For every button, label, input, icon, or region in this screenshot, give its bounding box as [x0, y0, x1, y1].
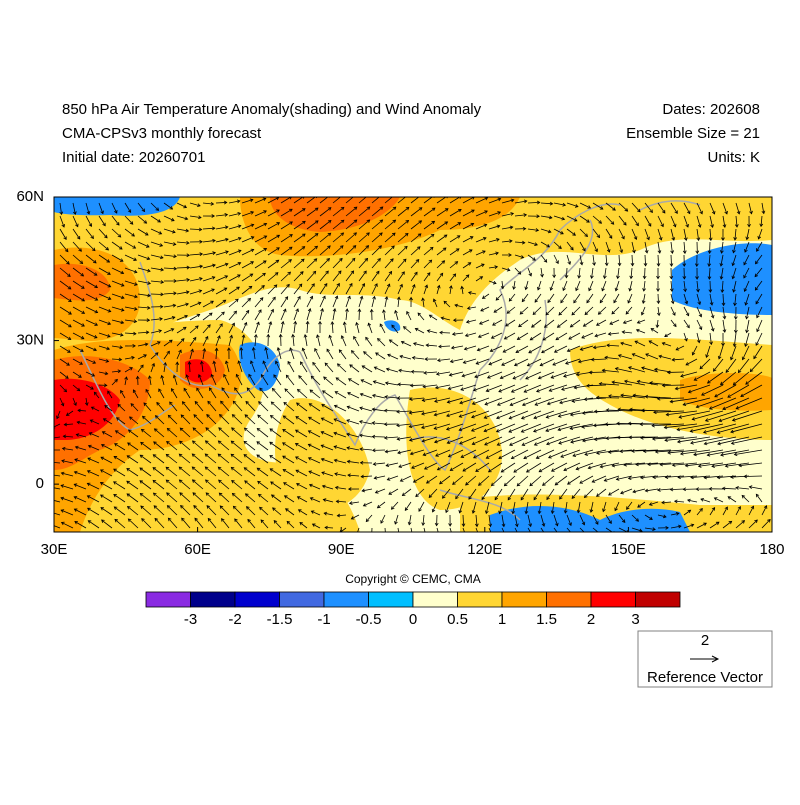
wind-arrow — [658, 294, 659, 303]
colorbar-box — [547, 592, 592, 607]
wind-arrow-head — [48, 473, 51, 476]
wind-arrow-head — [572, 534, 575, 537]
colorbar-label: 2 — [587, 611, 595, 628]
y-tick-label: 30N — [16, 332, 44, 349]
wind-arrow — [744, 476, 762, 477]
y-tick-label: 0 — [36, 475, 44, 492]
colorbar-box — [280, 592, 325, 607]
colorbar-box — [636, 592, 681, 607]
colorbar-box — [413, 592, 458, 607]
x-tick-label: 120E — [467, 541, 502, 558]
wind-arrow-head — [393, 194, 396, 197]
wind-arrow-head — [424, 535, 427, 538]
x-tick-label: 30E — [41, 541, 68, 558]
wind-arrow-head — [505, 536, 508, 539]
wind-arrow-head — [384, 534, 387, 537]
colorbar-box — [191, 592, 236, 607]
wind-arrow — [411, 385, 424, 386]
dates: Dates: 202608 — [662, 101, 760, 118]
shading — [54, 197, 772, 532]
initial-date: Initial date: 20260701 — [62, 149, 205, 166]
wind-arrow-head — [51, 436, 54, 439]
wind-arrow-head — [50, 448, 53, 451]
wind-arrow-head — [491, 536, 494, 539]
colorbar-label: -0.5 — [356, 611, 382, 628]
wind-arrow-head — [518, 536, 521, 539]
x-tick-label: 90E — [328, 541, 355, 558]
y-tick-label: 60N — [16, 188, 44, 205]
wind-arrow-head — [558, 534, 561, 537]
colorbar-label: 0.5 — [447, 611, 468, 628]
wind-arrow-head — [48, 511, 51, 514]
colorbar-label: 1.5 — [536, 611, 557, 628]
wind-arrow-head — [545, 535, 548, 538]
wind-arrow-head — [398, 535, 401, 538]
wind-arrow-head — [48, 523, 51, 526]
wind-arrow-head — [438, 536, 441, 539]
colorbar-label: -1 — [317, 611, 330, 628]
x-tick-label: 60E — [184, 541, 211, 558]
copyright: Copyright © CEMC, CMA — [345, 572, 481, 586]
colorbar-box — [324, 592, 369, 607]
reference-label: Reference Vector — [647, 669, 763, 686]
wind-arrow-head — [599, 532, 602, 535]
colorbar-label: -3 — [184, 611, 197, 628]
colorbar-box — [235, 592, 280, 607]
wind-arrow-head — [356, 533, 359, 536]
wind-arrow-head — [49, 461, 52, 464]
wind-arrow-head — [531, 535, 534, 538]
colorbar: -3 -2 -1.5 -1 -0.5 0 0.5 1 1.5 2 3 — [146, 592, 680, 628]
title: 850 hPa Air Temperature Anomaly(shading)… — [62, 101, 482, 118]
wind-arrow — [595, 411, 619, 412]
wind-arrow — [663, 385, 684, 386]
colorbar-label: 1 — [498, 611, 506, 628]
ensemble-size: Ensemble Size = 21 — [626, 125, 760, 142]
wind-arrow-head — [380, 194, 383, 197]
colorbar-box — [458, 592, 503, 607]
colorbar-label: 3 — [631, 611, 639, 628]
x-tick-label: 150E — [611, 541, 646, 558]
wind-arrow-head — [48, 486, 51, 489]
wind-arrow — [177, 267, 189, 268]
wind-arrow-head — [48, 498, 51, 501]
colorbar-box — [591, 592, 636, 607]
reference-value: 2 — [701, 632, 709, 649]
wind-arrow — [597, 397, 619, 398]
colorbar-label: 0 — [409, 611, 417, 628]
x-tick-label: 180 — [759, 541, 784, 558]
subtitle: CMA-CPSv3 monthly forecast — [62, 125, 262, 142]
wind-arrow-head — [451, 536, 454, 539]
wind-arrow-head — [478, 536, 481, 539]
colorbar-box — [502, 592, 547, 607]
wind-arrow-head — [370, 534, 373, 537]
wind-arrow-head — [465, 536, 468, 539]
colorbar-label: -2 — [228, 611, 241, 628]
wind-arrow-head — [367, 194, 370, 197]
wind-arrow — [589, 372, 606, 373]
colorbar-label: -1.5 — [267, 611, 293, 628]
colorbar-box — [369, 592, 414, 607]
wind-arrow — [671, 255, 672, 266]
colorbar-box — [146, 592, 191, 607]
wind-arrow-head — [585, 533, 588, 536]
wind-arrow-head — [411, 535, 414, 538]
units: Units: K — [707, 149, 760, 166]
